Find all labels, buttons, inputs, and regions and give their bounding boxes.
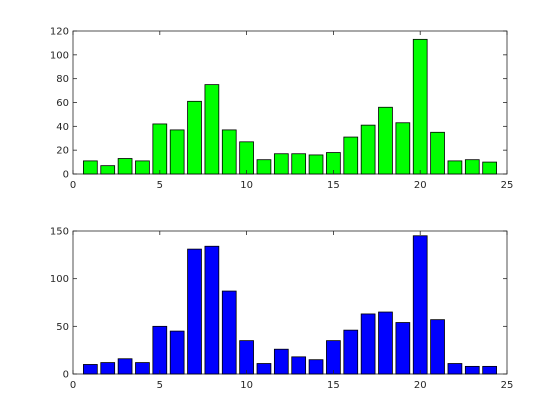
bottom-bar-3 <box>117 358 133 375</box>
top-y-tick-label: 120 <box>50 27 69 38</box>
top-bar-14 <box>308 154 324 175</box>
bottom-bar-4 <box>135 362 150 375</box>
top-bar-19 <box>395 122 411 175</box>
top-y-tick-label: 40 <box>56 122 69 133</box>
bottom-x-tick-label: 20 <box>414 380 427 391</box>
top-bar-3 <box>117 158 133 175</box>
bottom-x-tick-label: 5 <box>157 380 163 391</box>
top-bar-18 <box>378 106 393 175</box>
top-bar-22 <box>447 160 463 175</box>
bottom-bar-10 <box>239 340 254 375</box>
top-bar-13 <box>291 153 307 175</box>
bottom-bar-17 <box>360 313 376 375</box>
bottom-x-tick-label: 0 <box>70 380 76 391</box>
bottom-bar-13 <box>291 356 307 375</box>
bottom-y-tick-label: 0 <box>63 370 69 381</box>
bottom-bar-7 <box>187 248 202 375</box>
bottom-x-tick-label: 10 <box>240 380 253 391</box>
top-bar-7 <box>187 100 202 175</box>
bottom-bar-24 <box>482 365 497 375</box>
bottom-x-tick-label: 15 <box>327 380 340 391</box>
top-x-tick-label: 15 <box>327 180 340 191</box>
bottom-bar-5 <box>152 325 168 375</box>
top-bar-chart: 0 5 10 15 20 25 0 20 40 60 80 100 120 <box>50 27 513 192</box>
top-bar-11 <box>256 159 272 175</box>
bottom-bar-19 <box>395 322 411 375</box>
bottom-bar-22 <box>447 363 463 375</box>
bottom-bar-2 <box>100 362 116 375</box>
top-x-tick-label: 25 <box>501 180 514 191</box>
top-y-tick-label: 100 <box>50 50 69 61</box>
top-bar-23 <box>464 159 480 175</box>
top-bar-12 <box>273 153 289 175</box>
bottom-bar-16 <box>343 329 359 375</box>
bottom-bar-21 <box>430 319 445 375</box>
top-bar-8 <box>204 84 220 175</box>
top-x-tick-label: 0 <box>70 180 76 191</box>
bottom-y-tick-label: 100 <box>50 274 69 285</box>
top-bar-5 <box>152 123 168 175</box>
top-bar-4 <box>135 160 150 175</box>
bottom-bar-8 <box>204 245 220 375</box>
bottom-bar-9 <box>221 290 237 375</box>
top-y-tick-label: 20 <box>56 146 69 157</box>
top-bar-16 <box>343 136 359 175</box>
top-bar-9 <box>221 129 237 175</box>
top-bar-6 <box>169 129 185 175</box>
top-bar-21 <box>430 131 445 175</box>
bottom-bar-20 <box>412 235 428 375</box>
bottom-x-tick-label: 25 <box>501 380 514 391</box>
bottom-bar-1 <box>83 364 98 375</box>
top-bar-20 <box>412 38 428 175</box>
top-y-tick-label: 80 <box>56 74 69 85</box>
top-bar-1 <box>83 160 98 175</box>
top-x-tick-label: 20 <box>414 180 427 191</box>
top-bar-24 <box>482 161 497 175</box>
top-bar-2 <box>100 165 116 175</box>
bottom-bar-18 <box>378 311 393 375</box>
top-x-tick-label: 5 <box>157 180 163 191</box>
bottom-bar-chart: 0 5 10 15 20 25 0 50 100 150 <box>50 227 513 392</box>
bottom-y-tick-label: 150 <box>50 227 69 238</box>
bottom-bar-15 <box>326 340 341 375</box>
bottom-bar-12 <box>273 348 289 375</box>
top-y-tick-label: 60 <box>56 98 69 109</box>
top-y-tick-label: 0 <box>63 170 69 181</box>
bottom-y-tick-label: 50 <box>56 322 69 333</box>
bottom-bar-11 <box>256 363 272 375</box>
top-x-tick-label: 10 <box>240 180 253 191</box>
top-bar-17 <box>360 124 376 175</box>
top-bar-10 <box>239 141 254 175</box>
bottom-bar-6 <box>169 330 185 375</box>
bottom-bar-14 <box>308 359 324 375</box>
bottom-bar-23 <box>464 365 480 375</box>
